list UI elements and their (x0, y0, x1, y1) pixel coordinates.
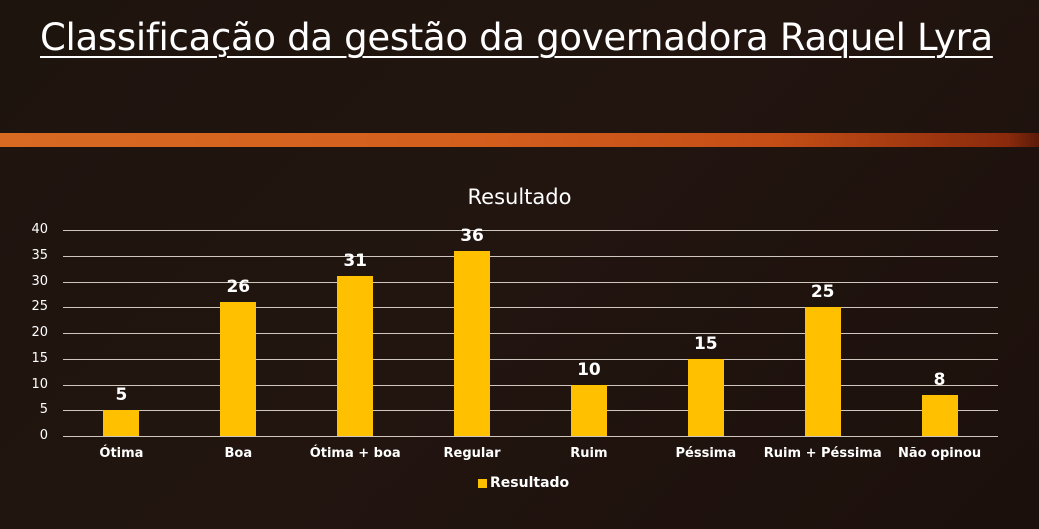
bar (570, 384, 607, 436)
x-axis-label: Péssima (675, 446, 737, 461)
y-axis-tick: 35 (31, 247, 48, 263)
bar (337, 276, 374, 436)
y-axis-tick: 0 (39, 428, 48, 443)
bar-value-label: 5 (115, 385, 128, 406)
y-axis-tick: 10 (31, 376, 48, 392)
x-axis-label: Ótima + boa (309, 446, 401, 461)
x-axis-label: Ruim (570, 446, 608, 461)
chart-legend: Resultado (478, 475, 569, 491)
x-axis-label: Regular (443, 446, 501, 461)
bar (454, 250, 491, 436)
y-axis-tick: 40 (31, 222, 48, 237)
x-axis-label: Boa (224, 446, 253, 461)
bar (921, 394, 958, 436)
bar (687, 358, 724, 436)
y-axis-tick: 20 (31, 325, 48, 340)
bar (220, 302, 257, 436)
gridline (63, 384, 998, 386)
gridline (63, 436, 998, 437)
x-axis-label: Não opinou (897, 446, 982, 461)
y-axis-tick: 25 (31, 299, 48, 315)
y-axis-tick: 5 (39, 402, 48, 418)
bar-value-label: 36 (460, 225, 484, 246)
x-axis-label: Ruim + Péssima (763, 446, 882, 461)
bar-value-label: 10 (577, 359, 601, 380)
gridline (63, 333, 998, 334)
bar-value-label: 8 (933, 369, 946, 390)
legend-swatch-icon (478, 478, 487, 488)
chart-title: Resultado (467, 185, 572, 209)
y-axis-tick: 15 (31, 350, 48, 366)
accent-band (0, 133, 1039, 147)
y-axis-tick: 30 (31, 273, 48, 289)
bar (103, 410, 140, 436)
gridline (63, 410, 998, 412)
x-axis-label: Ótima (99, 446, 144, 461)
bar (804, 307, 841, 436)
bar-value-label: 26 (226, 277, 251, 298)
bar-value-label: 25 (810, 282, 835, 303)
gridline (63, 281, 998, 283)
gridline (63, 230, 998, 231)
gridline (63, 358, 998, 360)
legend-label: Resultado (490, 475, 570, 491)
gridline (63, 255, 998, 257)
gridline (63, 307, 998, 309)
bar-value-label: 31 (343, 251, 368, 272)
slide-title: Classificação da gestão da governadora R… (40, 16, 993, 59)
bar-value-label: 15 (693, 333, 718, 354)
